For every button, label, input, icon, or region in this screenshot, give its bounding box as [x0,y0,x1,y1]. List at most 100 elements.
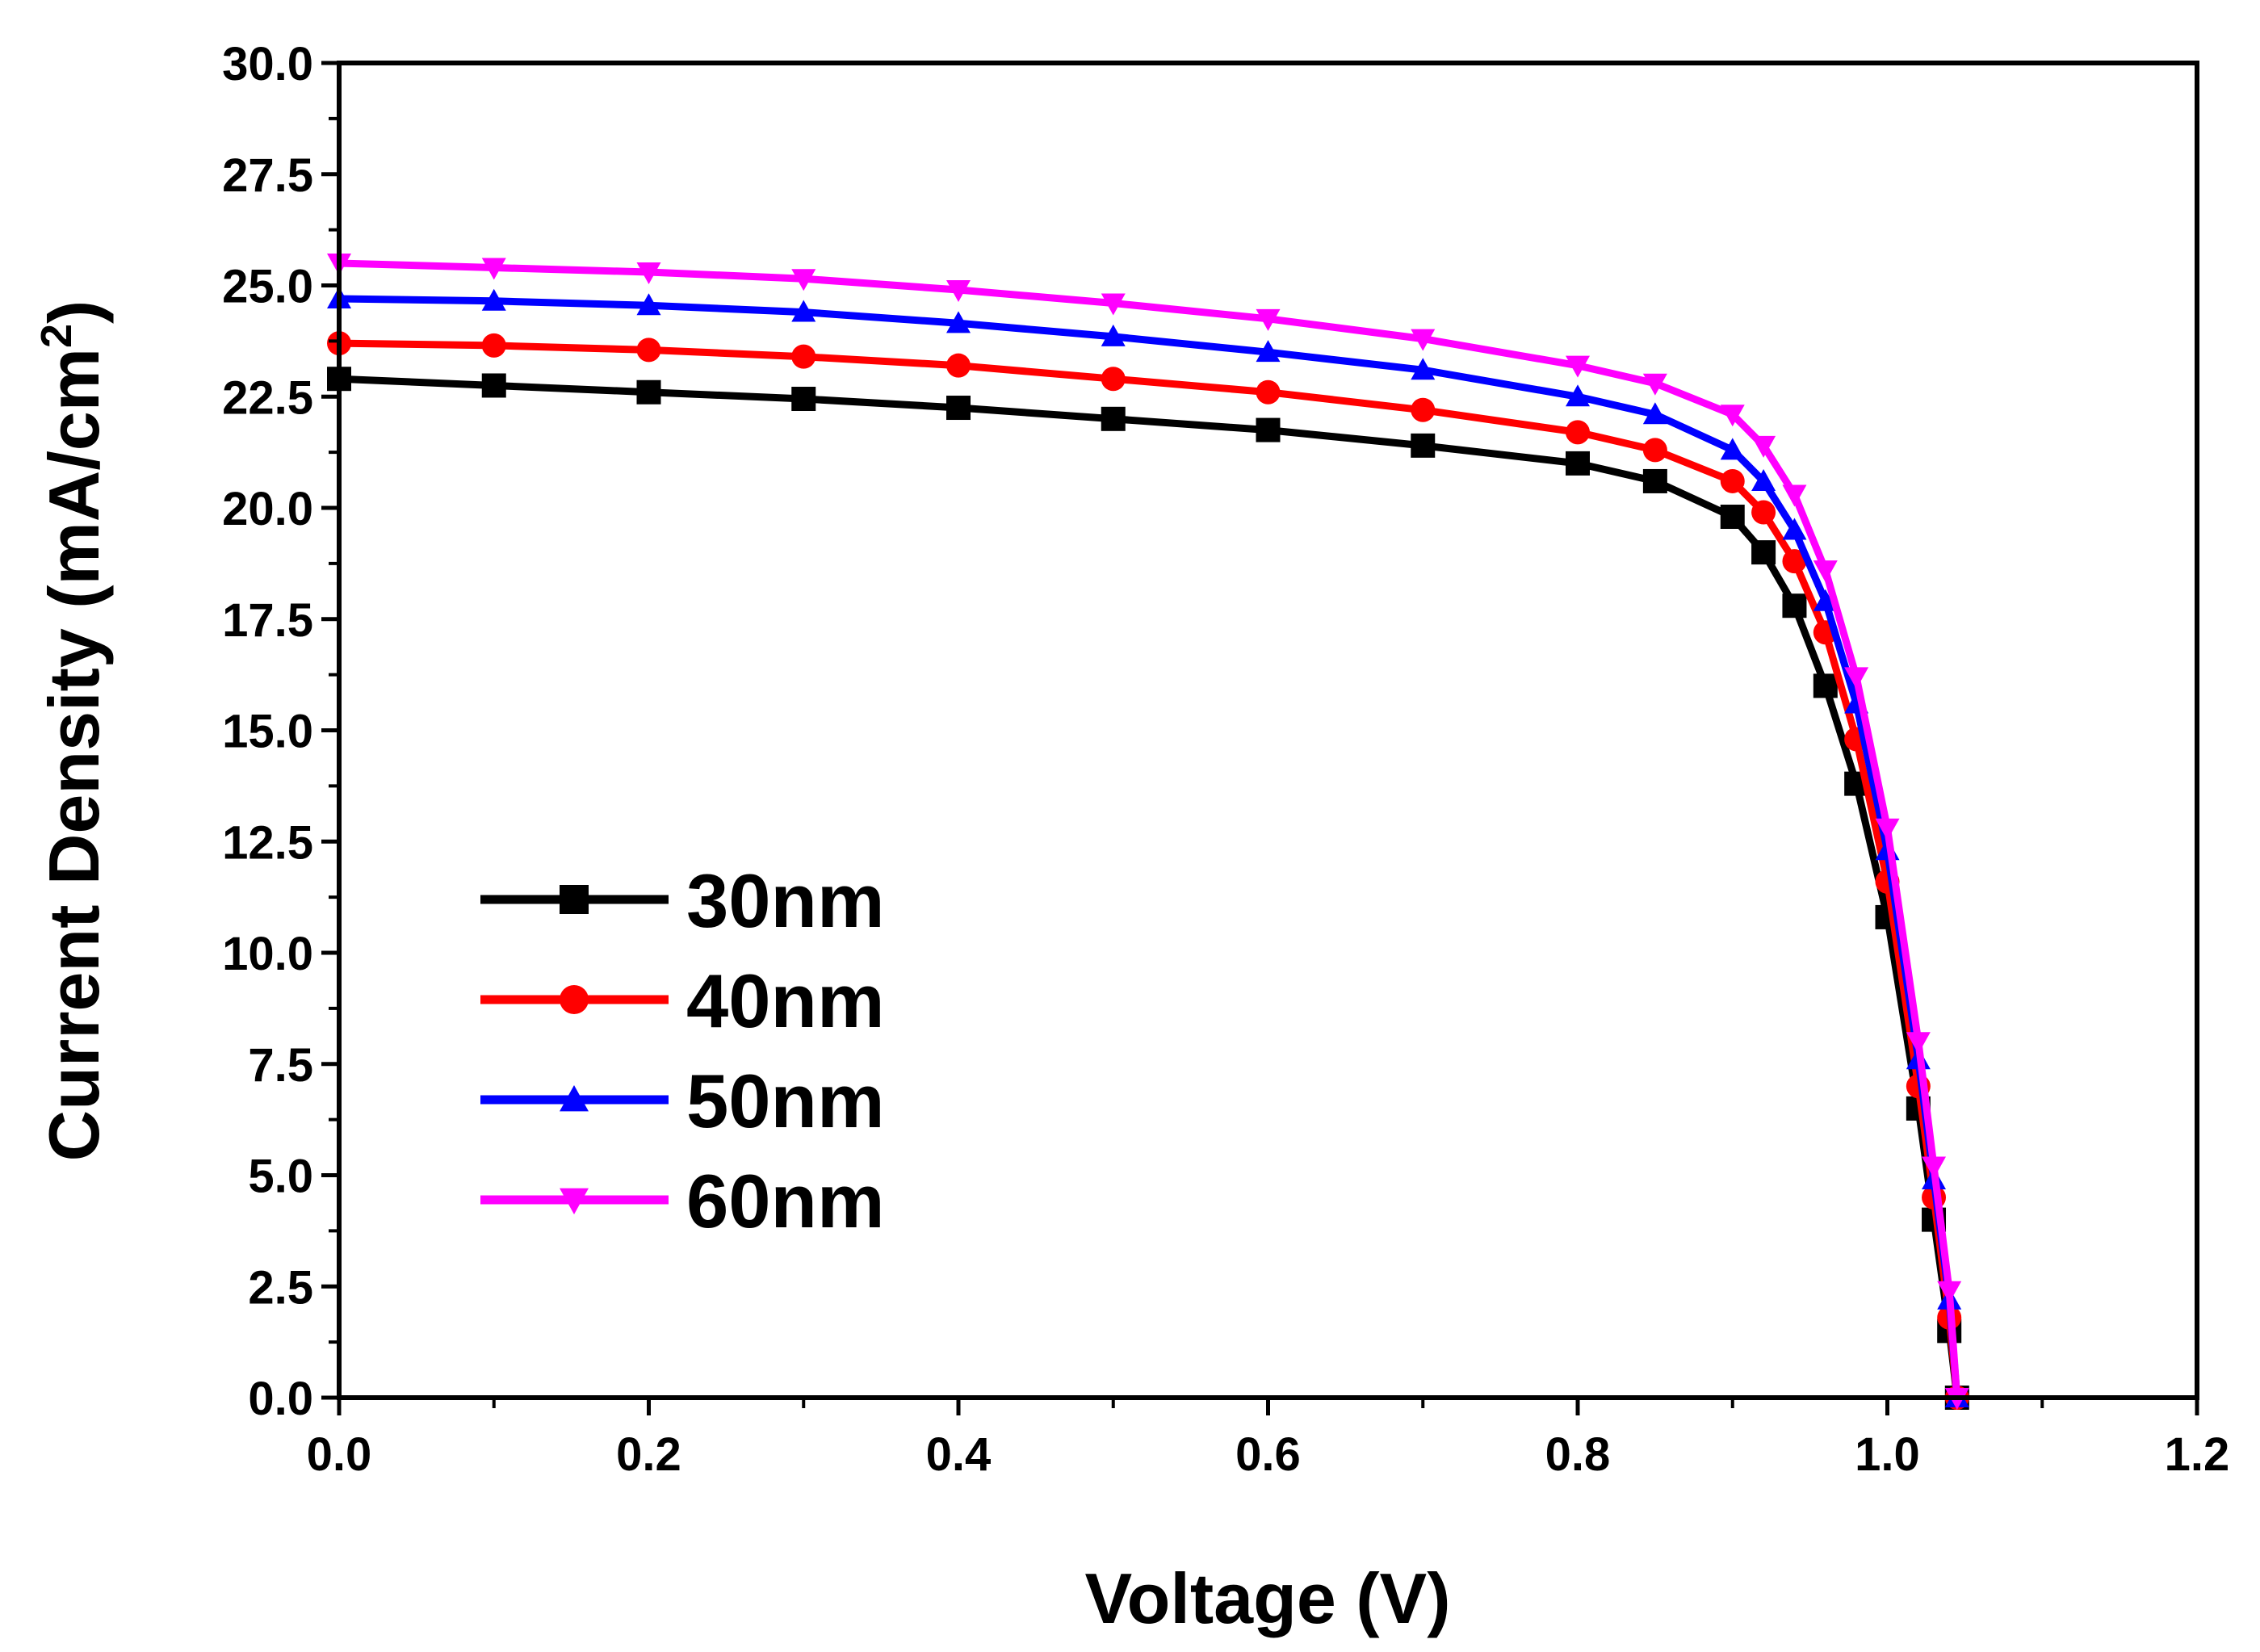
data-point [481,333,506,358]
y-tick-label: 0.0 [248,1373,313,1425]
x-tick-label: 1.0 [1855,1428,1920,1481]
data-point [1642,373,1667,396]
data-point [1782,593,1807,618]
data-point [636,262,661,284]
y-tick-label: 30.0 [222,38,313,90]
legend-marker [560,1188,589,1214]
data-point [1642,402,1667,425]
data-point [1566,355,1590,378]
data-point [636,293,661,316]
data-point [636,338,661,363]
legend-item-60nm: 60nm [480,1159,885,1243]
y-tick-label: 17.5 [222,594,313,647]
plot-area [339,63,2197,1398]
data-point [1411,329,1436,351]
data-point [1256,308,1281,331]
legend-item-50nm: 50nm [480,1059,885,1143]
y-axis-title-superscript: 2 [32,324,81,348]
series-layer [327,253,1969,1410]
legend-label: 40nm [686,958,885,1043]
y-tick-label: 15.0 [222,706,313,758]
legend-marker [560,885,589,914]
y-tick-label: 2.5 [248,1261,313,1314]
y-axis-title-close: ) [34,300,114,324]
x-axis: 0.0 0.2 0.4 0.6 0.8 1.0 1.2 [307,1398,2230,1481]
data-point [1813,589,1838,611]
data-point [1566,451,1590,476]
y-axis-title: Current Density (mA/cm2) [32,300,114,1162]
legend-label: 60nm [686,1159,885,1243]
data-point [1411,433,1436,458]
x-tick-label: 0.4 [926,1428,992,1481]
data-point [636,379,661,405]
series-line [338,259,1961,1398]
x-tick-label: 0.6 [1235,1428,1301,1481]
data-point [946,280,971,303]
legend-label: 50nm [686,1059,885,1143]
x-tick-label: 1.2 [2165,1428,2230,1481]
data-point [1751,500,1776,525]
data-point [1751,435,1776,458]
data-point [481,373,506,398]
series-60nm [327,253,1969,1410]
legend: 30nm 40nm 50nm 60nm [480,858,885,1243]
data-point [1720,468,1745,493]
x-tick-label: 0.8 [1545,1428,1611,1481]
legend-marker [560,985,589,1014]
data-point [1782,518,1807,540]
data-point [791,269,816,291]
data-point [1782,484,1807,507]
x-axis-title: Voltage (V) [1084,1558,1450,1638]
legend-item-40nm: 40nm [480,958,885,1043]
y-tick-label: 12.5 [222,816,313,869]
y-tick-label: 22.5 [222,371,313,424]
y-axis-title-main: Current Density (mA/cm [34,348,114,1161]
series-line [338,339,1961,1398]
y-tick-label: 10.0 [222,928,313,980]
data-point [1411,397,1436,422]
data-point [791,300,816,322]
data-point [1720,405,1745,427]
data-point [1782,549,1807,574]
data-point [1642,438,1667,463]
data-point [1875,818,1900,841]
data-point [1813,560,1838,583]
y-tick-label: 20.0 [222,483,313,535]
data-point [946,396,971,421]
y-tick-label: 5.0 [248,1151,313,1203]
y-axis: 0.0 2.5 5.0 7.5 10.0 12.5 15.0 17.5 20.0 22.5 25.0… [222,38,339,1425]
data-point [1720,438,1745,460]
data-point [1813,673,1838,698]
data-point [1751,540,1776,565]
data-point [1256,340,1281,363]
data-point [1101,406,1126,431]
data-point [1256,379,1281,405]
data-point [1937,1281,1962,1303]
data-point [1411,358,1436,380]
y-tick-label: 27.5 [222,149,313,202]
data-point [791,344,816,369]
data-point [1922,1156,1947,1179]
legend-marker [560,1085,589,1112]
data-point [1101,293,1126,316]
y-tick-label: 7.5 [248,1039,313,1092]
legend-label: 30nm [686,858,885,943]
data-point [1720,505,1745,530]
data-point [946,353,971,378]
data-point [1844,667,1869,690]
data-point [481,288,506,311]
data-point [946,311,971,333]
data-point [1751,468,1776,491]
y-tick-label: 25.0 [222,261,313,313]
data-point [1101,324,1126,346]
data-point [1101,367,1126,392]
x-tick-label: 0.0 [307,1428,372,1481]
data-point [1566,420,1590,445]
data-point [1566,384,1590,407]
data-point [1256,417,1281,442]
data-point [481,258,506,280]
data-point [791,387,816,412]
data-point [1642,468,1667,493]
x-tick-label: 0.2 [616,1428,681,1481]
